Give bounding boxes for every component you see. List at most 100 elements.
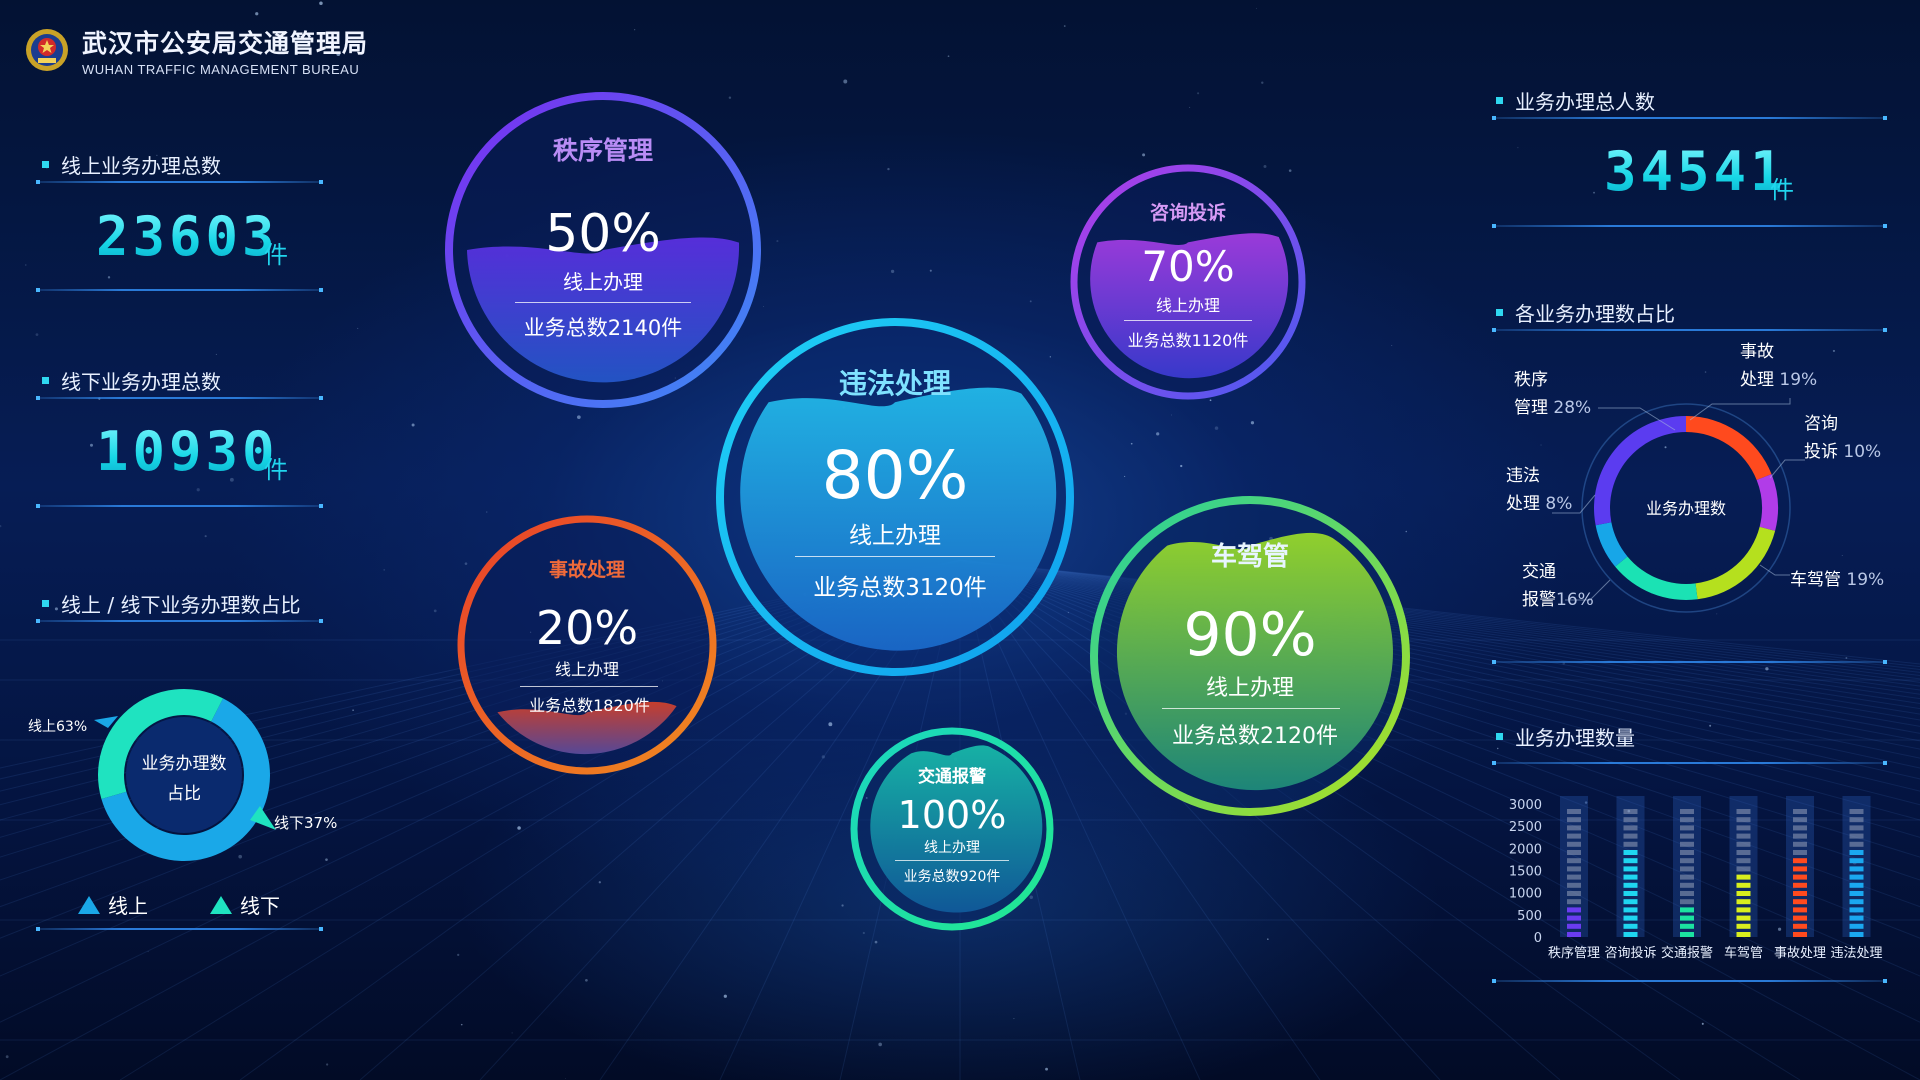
grid-line bbox=[959, 559, 1920, 677]
star bbox=[887, 167, 890, 171]
bar-segment bbox=[1680, 907, 1694, 913]
bar-segment bbox=[1736, 899, 1751, 905]
star bbox=[122, 383, 124, 385]
bullet-icon bbox=[42, 377, 49, 384]
bar-segment-empty bbox=[1849, 833, 1864, 839]
leader-line bbox=[1759, 564, 1790, 576]
star bbox=[215, 353, 217, 355]
share-label-pct: 16% bbox=[1556, 590, 1594, 610]
share-label-text: 秩序 bbox=[1514, 370, 1548, 390]
grid-line bbox=[959, 559, 1201, 1080]
bar-segment-empty bbox=[1567, 825, 1581, 831]
triangle-icon bbox=[210, 895, 232, 914]
share-label-consult: 咨询 投诉 10% bbox=[1804, 410, 1881, 466]
bar-segment-empty bbox=[1680, 882, 1694, 888]
star bbox=[255, 12, 259, 16]
bar-segment bbox=[1623, 882, 1638, 888]
x-tick-label: 咨询投诉 bbox=[1604, 945, 1656, 961]
ratio-label: 线上 / 线下业务办理数占比 bbox=[61, 593, 301, 617]
grid-line bbox=[959, 559, 1920, 704]
star bbox=[728, 96, 732, 99]
ratio-donut-hole bbox=[126, 717, 242, 833]
star bbox=[1288, 169, 1292, 172]
grid-line bbox=[959, 559, 1321, 1080]
grid-line bbox=[959, 559, 1920, 670]
share-label-accident: 事故 处理 19% bbox=[1740, 338, 1817, 394]
bar-segment bbox=[1736, 923, 1751, 929]
star bbox=[238, 854, 243, 859]
bar-segment-empty bbox=[1680, 850, 1694, 855]
share-label-text: 咨询 bbox=[1804, 414, 1838, 434]
bar-segment bbox=[1793, 932, 1807, 937]
bubble-order-pct: 50% bbox=[545, 204, 661, 264]
bar-segment bbox=[1849, 866, 1864, 872]
bar-segment bbox=[1793, 899, 1807, 905]
star bbox=[874, 940, 878, 944]
ratio-offline-label: 线下37% bbox=[274, 814, 338, 832]
grid-line bbox=[959, 559, 1920, 680]
star bbox=[1029, 895, 1033, 899]
bar-segment-empty bbox=[1623, 841, 1638, 847]
legend-online: 线上 bbox=[78, 890, 148, 919]
bubble-accident-sub: 线上办理 bbox=[554, 660, 619, 679]
bubble-alarm-title: 交通报警 bbox=[918, 767, 986, 787]
star bbox=[1067, 611, 1069, 614]
bar-segment bbox=[1849, 899, 1864, 905]
divider bbox=[36, 619, 323, 623]
y-tick-label: 2000 bbox=[1509, 842, 1542, 857]
star bbox=[1124, 475, 1126, 477]
share-slice bbox=[1686, 416, 1772, 481]
bar-segment-empty bbox=[1736, 866, 1751, 872]
bubble-order-sub: 线上办理 bbox=[563, 270, 643, 294]
bar-segment-empty bbox=[1567, 891, 1581, 896]
divider bbox=[1492, 224, 1887, 228]
bar-segment bbox=[1793, 874, 1807, 880]
bar-segment bbox=[1849, 923, 1864, 929]
star bbox=[821, 755, 825, 759]
star bbox=[634, 29, 636, 31]
bar-segment-empty bbox=[1736, 833, 1751, 839]
share-label-text: 处理 bbox=[1506, 494, 1540, 514]
star bbox=[357, 327, 359, 329]
share-header: 各业务办理数占比 bbox=[1496, 298, 1675, 327]
bar-segment-empty bbox=[1736, 809, 1751, 814]
bubble-order-total: 业务总数2140件 bbox=[523, 316, 683, 340]
legend-online-label: 线上 bbox=[108, 894, 148, 918]
bubble-vehicle-total: 业务总数2120件 bbox=[1172, 724, 1338, 749]
share-label-text: 投诉 bbox=[1804, 442, 1838, 462]
share-label-pct: 28% bbox=[1553, 398, 1592, 418]
bar-segment-empty bbox=[1567, 899, 1581, 905]
star bbox=[1517, 146, 1519, 149]
star bbox=[25, 264, 27, 266]
bar-segment bbox=[1623, 874, 1638, 880]
divider bbox=[520, 686, 658, 687]
bar-segment-empty bbox=[1623, 825, 1638, 831]
divider bbox=[795, 556, 995, 557]
grid-line bbox=[959, 559, 1920, 665]
ratio-slice-online bbox=[101, 698, 271, 861]
share-label-alarm: 交通 报警16% bbox=[1522, 558, 1594, 614]
page-subtitle: WUHAN TRAFFIC MANAGEMENT BUREAU bbox=[82, 61, 360, 77]
star bbox=[1263, 164, 1267, 168]
legend-offline: 线下 bbox=[210, 890, 280, 919]
bubble-alarm-pct: 100% bbox=[897, 793, 1007, 837]
share-label-order: 秩序 管理 28% bbox=[1514, 366, 1591, 422]
grid-line bbox=[959, 559, 1920, 734]
bar-segment bbox=[1680, 923, 1694, 929]
divider bbox=[515, 302, 691, 303]
star bbox=[1029, 300, 1032, 303]
star bbox=[1261, 81, 1264, 84]
grid-line bbox=[959, 559, 1561, 1080]
bubble-accident bbox=[457, 515, 717, 775]
volume-header: 业务办理数量 bbox=[1496, 722, 1635, 751]
share-slice bbox=[1695, 526, 1776, 600]
star bbox=[0, 525, 2, 528]
bubble-accident-title: 事故处理 bbox=[548, 559, 625, 581]
grid-line bbox=[959, 559, 1920, 715]
bar-segment-empty bbox=[1623, 809, 1638, 814]
star bbox=[1497, 747, 1499, 750]
donut-outer-ring bbox=[1581, 403, 1791, 613]
bar-segment-empty bbox=[1680, 891, 1694, 896]
bar-segment-empty bbox=[1793, 850, 1807, 855]
